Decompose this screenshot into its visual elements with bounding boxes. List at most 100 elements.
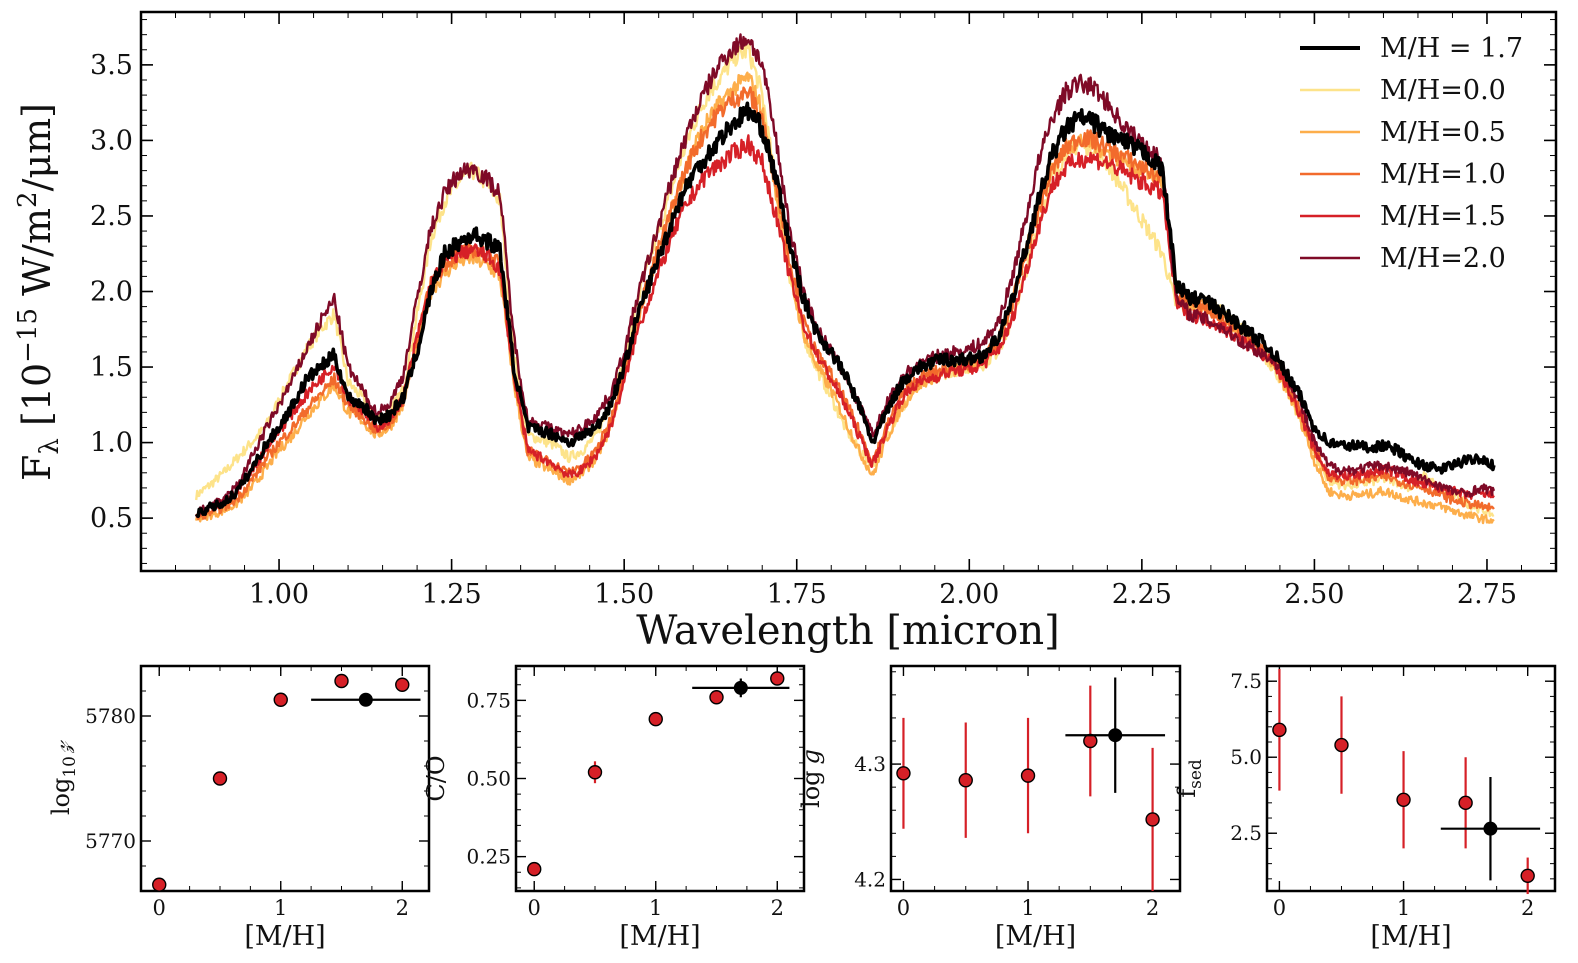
sub-y-tick-label: 0.75 [466, 688, 511, 712]
data-point [1145, 812, 1160, 827]
sub-y-tick-label: 7.5 [1230, 669, 1262, 693]
data-point [1396, 792, 1411, 807]
reference-point [733, 680, 748, 695]
spectrum-y-axis-label: Fλ [10−15 W/m2/μm] [13, 103, 65, 481]
sub-x-tick-label: 0 [1273, 896, 1286, 920]
data-point [273, 692, 288, 707]
legend-entry: M/H = 1.7 [1380, 33, 1523, 64]
legend-entry: M/H=2.0 [1380, 243, 1506, 274]
sub-y-tick-label: 4.2 [854, 867, 886, 891]
sub-y-axis-label: log g [797, 749, 825, 808]
y-tick-label: 1.5 [90, 352, 133, 383]
data-point [334, 673, 349, 689]
data-point [1520, 868, 1535, 883]
spectrum-x-ticks: 1.00 1.25 1.50 1.75 2.00 2.25 2.50 2.75 [140, 12, 1557, 610]
spectrum-panel: 1.00 1.25 1.50 1.75 2.00 2.25 2.50 2.75 0.51.01… [13, 10, 1558, 654]
sub-x-axis-label: [M/H] [244, 921, 325, 952]
y-tick-label: 3.5 [90, 50, 133, 81]
data-point [587, 765, 603, 780]
legend-entry: M/H=0.5 [1380, 117, 1506, 148]
y-tick-label: 0.5 [90, 503, 133, 534]
x-tick-label: 2.25 [1112, 579, 1172, 610]
sub-x-tick-label: 2 [1521, 896, 1534, 920]
y-tick-label: 2.5 [90, 201, 133, 232]
sub-x-tick-label: 1 [1021, 896, 1034, 920]
sub-x-tick-label: 0 [528, 896, 541, 920]
sub-y-tick-label: 2.5 [1230, 821, 1262, 845]
sub-y-tick-label: 5.0 [1230, 745, 1262, 769]
y-tick-label: 3.0 [90, 125, 133, 156]
subpanel-frame [514, 664, 806, 893]
legend: M/H = 1.7 M/H=0.0 M/H=0.5 M/H=1.0 M/H=1.5 M/H… [1300, 33, 1523, 274]
sub-x-axis-label: [M/H] [619, 921, 700, 952]
spectrum-x-axis-label: Wavelength [micron] [636, 608, 1059, 654]
spectrum-line-0 [194, 101, 1496, 518]
data-point [896, 766, 911, 781]
x-tick-label: 1.00 [249, 579, 309, 610]
sub-x-tick-label: 1 [649, 896, 662, 920]
sub-x-tick-label: 0 [153, 896, 166, 920]
sub-y-axis-label: C/O [422, 755, 450, 801]
y-label-unit-2: /μm] [15, 103, 59, 191]
sub-x-axis-label: [M/H] [1370, 921, 1451, 952]
subpanel-metallicity: 0 1 2 5770 5780 [M/H] log10 𝓏 [47, 664, 431, 952]
sub-y-label-main: log [47, 778, 75, 816]
reference-point [1483, 821, 1498, 836]
data-point [1020, 768, 1036, 783]
sub-y-axis-label: fsed [1173, 759, 1206, 798]
y-label-exponent: −15 [13, 308, 43, 363]
sub-x-tick-label: 1 [274, 896, 287, 920]
sub-x-tick-label: 2 [396, 896, 409, 920]
x-tick-label: 2.75 [1457, 579, 1517, 610]
y-tick-label: 1.0 [90, 428, 133, 459]
x-tick-label: 2.00 [939, 579, 999, 610]
data-point [958, 773, 973, 788]
legend-entry: M/H=1.0 [1380, 159, 1506, 190]
y-label-unit: W/m [15, 208, 59, 308]
sub-x-tick-label: 0 [897, 896, 910, 920]
x-tick-label: 1.75 [767, 579, 827, 610]
reference-point [358, 692, 373, 707]
y-tick-label: 2.0 [90, 277, 133, 308]
spectrum-y-ticks: 0.5 1.0 1.5 2.0 2.5 3.0 3.5 [90, 19, 1556, 564]
subpanel-fsed: 0 1 2 2.5 5.0 7.5 [M/H] fsed [1173, 664, 1557, 952]
x-tick-label: 1.25 [422, 579, 482, 610]
subpanel-co-ratio: 0 1 2 0.25 0.50 0.75 [M/H] C/O [422, 664, 806, 952]
x-tick-label: 2.50 [1284, 579, 1344, 610]
sub-y-tick-label: 4.3 [854, 752, 886, 776]
data-point [770, 671, 785, 686]
data-point [709, 690, 724, 705]
sub-x-tick-label: 1 [1397, 896, 1410, 920]
sub-y-axis-label: log10 𝓏 [47, 740, 80, 815]
sub-y-label-main: f [1173, 787, 1201, 798]
sub-y-tick-label: 5780 [85, 704, 136, 728]
sub-y-label-g: g [797, 749, 825, 764]
sub-x-axis-label: [M/H] [995, 921, 1076, 952]
sub-y-label-z: 𝓏 [47, 740, 75, 754]
sub-y-label-sub: sed [1186, 759, 1206, 789]
y-label-exponent-2: 2 [13, 191, 43, 208]
y-label-lambda: λ [35, 438, 65, 454]
spectrum-series-group [194, 33, 1496, 525]
sub-x-tick-label: 2 [771, 896, 784, 920]
sub-y-label-sub: 10 [60, 756, 80, 778]
data-point [1458, 795, 1473, 811]
data-point [212, 771, 228, 786]
sub-y-tick-label: 0.25 [466, 845, 511, 869]
legend-entry: M/H=0.0 [1380, 75, 1506, 106]
data-point [152, 877, 167, 892]
spectrum-axes-frame [139, 10, 1558, 573]
sub-y-label-main: log [797, 770, 825, 808]
y-label-f: F [15, 455, 59, 481]
subpanel-frame [889, 664, 1182, 893]
y-label-bracket: [10 [15, 363, 59, 438]
legend-entry: M/H=1.5 [1380, 201, 1506, 232]
sub-y-tick-label: 0.50 [466, 767, 511, 791]
sub-y-tick-label: 5770 [85, 829, 136, 853]
subpanel-logg: 0 1 2 4.2 4.3 [M/H] log g [797, 664, 1182, 952]
data-point [1334, 737, 1349, 753]
data-point [1272, 722, 1287, 738]
reference-point [1108, 728, 1123, 743]
subpanel-frame [1265, 664, 1557, 893]
